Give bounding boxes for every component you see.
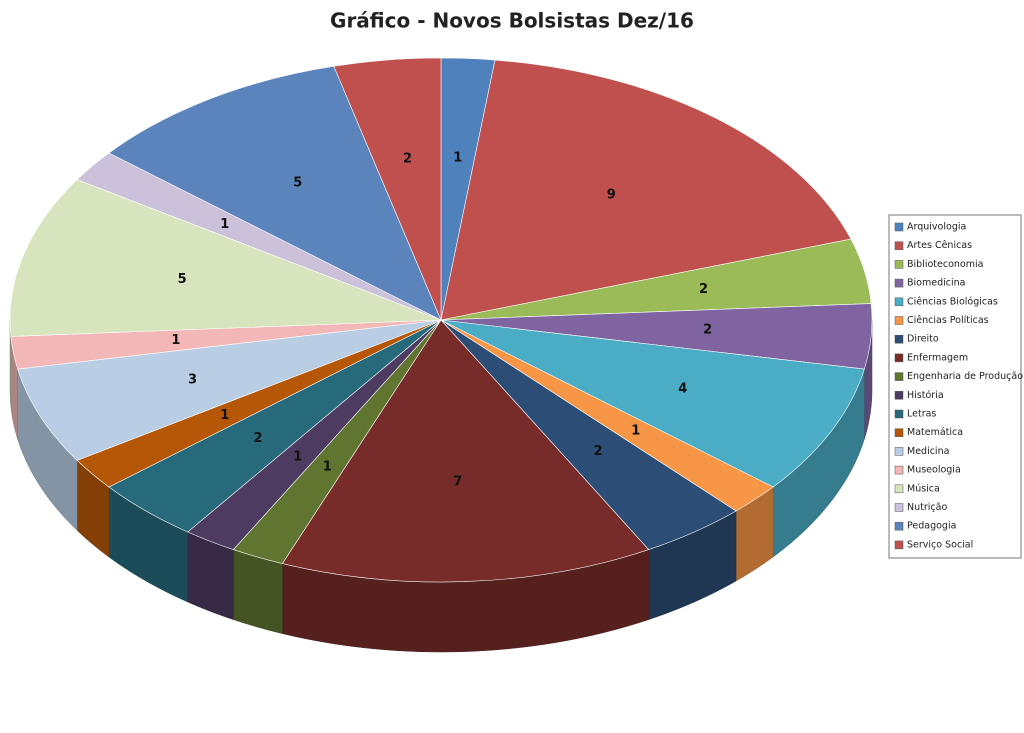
data-label: 1 — [293, 450, 302, 465]
data-label: 5 — [293, 175, 302, 190]
data-labels: 1 9 2 2 4 1 2 7 1 1 2 1 3 1 5 1 5 2 — [171, 150, 712, 489]
legend-label: Engenharia de Produção — [907, 371, 1023, 382]
slice — [17, 319, 442, 461]
legend-label: Arquivologia — [907, 222, 966, 233]
legend-swatch — [894, 447, 904, 456]
legend-swatch — [894, 222, 904, 232]
data-label: 1 — [171, 333, 180, 348]
data-label: 1 — [220, 408, 229, 423]
legend-label: Museologia — [907, 465, 961, 476]
legend-label: Direito — [907, 334, 939, 345]
legend-label: Nutrição — [907, 502, 947, 513]
data-label: 1 — [453, 150, 462, 165]
legend-label: Música — [907, 483, 940, 494]
legend-swatch — [894, 428, 904, 437]
legend-swatch — [894, 409, 904, 419]
data-label: 9 — [607, 187, 616, 202]
legend-label: Pedagogia — [907, 521, 956, 532]
legend-label: Ciências Biológicas — [907, 296, 998, 307]
legend-label: Ciências Políticas — [907, 315, 989, 326]
legend-swatch — [894, 484, 904, 494]
legend: Arquivologia Artes Cênicas Biblioteconomia… — [894, 222, 1023, 550]
legend-swatch — [894, 391, 904, 400]
data-label: 2 — [254, 431, 263, 446]
legend-label: Biblioteconomia — [907, 259, 983, 270]
legend-swatch — [894, 540, 904, 550]
legend-swatch — [894, 503, 904, 512]
legend-label: Matemática — [907, 427, 963, 438]
data-label: 5 — [178, 272, 187, 287]
legend-label: Enfermagem — [907, 352, 968, 363]
legend-label: Letras — [907, 409, 936, 420]
legend-label: Artes Cênicas — [907, 240, 972, 251]
pie-sides — [9, 319, 873, 653]
legend-swatch — [894, 353, 904, 363]
legend-swatch — [894, 260, 904, 269]
legend-label: Medicina — [907, 446, 949, 457]
slice — [9, 179, 442, 337]
legend-box — [888, 214, 1022, 559]
data-label: 3 — [188, 372, 197, 387]
data-label: 2 — [403, 151, 412, 166]
pie-tops — [9, 57, 873, 583]
data-label: 1 — [220, 217, 229, 232]
data-label: 1 — [631, 424, 640, 439]
legend-label: História — [907, 390, 944, 401]
legend-swatch — [894, 297, 904, 307]
chart-title: Gráfico - Novos Bolsistas Dez/16 — [330, 9, 694, 33]
legend-swatch — [894, 334, 904, 344]
legend-label: Serviço Social — [907, 539, 973, 550]
slice — [108, 65, 442, 321]
legend-swatch — [894, 521, 904, 531]
legend-swatch — [894, 278, 904, 288]
slice — [281, 319, 650, 583]
slice — [333, 57, 442, 321]
slice-side — [233, 549, 283, 634]
legend-label: Biomedicina — [907, 278, 965, 289]
data-label: 2 — [594, 444, 603, 459]
data-label: 2 — [703, 323, 712, 338]
slice — [440, 319, 865, 488]
data-label: 1 — [323, 459, 332, 474]
legend-swatch — [894, 316, 904, 325]
legend-swatch — [894, 241, 904, 250]
legend-swatch — [894, 372, 904, 381]
legend-swatch — [894, 465, 904, 475]
data-label: 4 — [678, 382, 687, 397]
data-label: 2 — [699, 282, 708, 297]
data-label: 7 — [453, 475, 462, 490]
slice — [440, 59, 852, 321]
